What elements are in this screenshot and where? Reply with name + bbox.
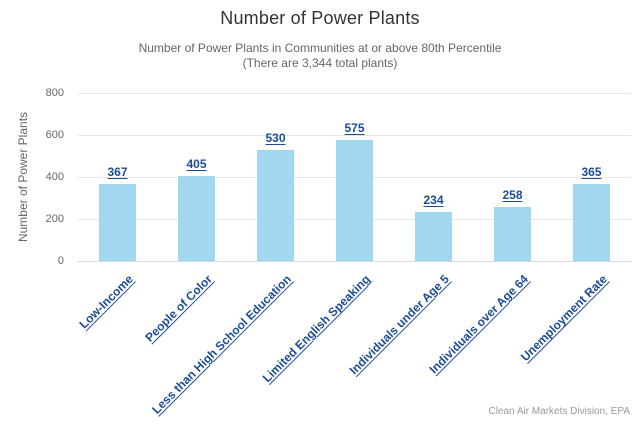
gridline-800 xyxy=(78,93,631,94)
bar-value-label[interactable]: 258 xyxy=(502,187,523,202)
bar[interactable] xyxy=(257,149,294,261)
bar[interactable] xyxy=(573,184,610,261)
y-tick-label-0: 0 xyxy=(57,255,64,267)
bar-value-label[interactable]: 367 xyxy=(107,164,128,179)
x-category-label[interactable]: Low-Income xyxy=(75,272,136,332)
y-tick-label-200: 200 xyxy=(45,213,64,225)
bar-value-label[interactable]: 575 xyxy=(344,121,365,136)
chart-subtitle-line-2: (There are 3,344 total plants) xyxy=(242,56,398,70)
bar[interactable] xyxy=(494,206,531,261)
chart-subtitle: Number of Power Plants in Communities at… xyxy=(0,41,640,71)
y-tick-label-400: 400 xyxy=(45,171,64,183)
bar-value-label[interactable]: 405 xyxy=(186,156,207,171)
bar[interactable] xyxy=(99,183,136,261)
bar-value-label[interactable]: 530 xyxy=(265,130,286,145)
chart-subtitle-line-1: Number of Power Plants in Communities at… xyxy=(138,41,502,55)
gridline-600 xyxy=(78,135,631,136)
bar[interactable] xyxy=(415,211,452,261)
credits: Clean Air Markets Division, EPA xyxy=(488,406,630,417)
y-tick-label-600: 600 xyxy=(45,129,64,141)
bar[interactable] xyxy=(178,175,215,261)
bar-value-label[interactable]: 365 xyxy=(581,165,602,180)
gridline-0 xyxy=(78,261,631,262)
bar-value-label[interactable]: 234 xyxy=(423,192,444,207)
y-tick-label-800: 800 xyxy=(45,87,64,99)
bar[interactable] xyxy=(336,140,373,261)
chart-title: Number of Power Plants xyxy=(220,8,420,28)
